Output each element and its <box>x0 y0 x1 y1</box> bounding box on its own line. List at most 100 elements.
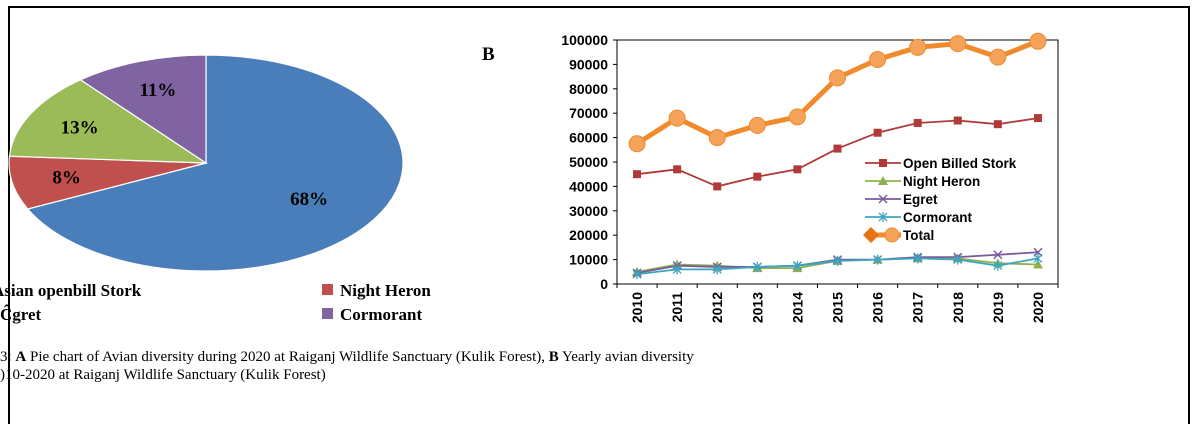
y-tick-label: 10000 <box>569 252 608 268</box>
caption-b-letter: B <box>548 349 559 365</box>
y-tick-label: 50000 <box>569 154 608 170</box>
figure-caption: 3: A Pie chart of Avian diversity during… <box>0 348 1100 384</box>
point-cormorant <box>873 254 883 265</box>
point-cormorant <box>712 264 722 275</box>
point-total <box>869 51 887 69</box>
point-open-billed-stork <box>873 128 882 137</box>
pie-label-cormorant: 11% <box>139 80 176 101</box>
y-tick-label: 90000 <box>569 56 608 72</box>
point-open-billed-stork <box>633 170 642 179</box>
legend-label-total: Total <box>903 228 934 243</box>
point-legend-open-billed-stork <box>879 159 887 167</box>
point-open-billed-stork <box>993 120 1002 129</box>
x-tick-label: 2017 <box>910 292 926 323</box>
x-tick-label: 2014 <box>789 292 805 323</box>
x-tick-label: 2010 <box>629 292 645 323</box>
series-total <box>628 32 1047 153</box>
x-tick-label: 2012 <box>709 292 725 323</box>
point-open-billed-stork <box>913 118 922 127</box>
point-total <box>1029 32 1047 50</box>
caption-a-text: Pie chart of Avian diversity during 2020… <box>26 349 549 365</box>
legend-label-open-billed-stork: Open Billed Stork <box>903 156 1017 171</box>
y-tick-label: 30000 <box>569 203 608 219</box>
pie-legend-item-night-heron: Night Heron <box>322 281 431 301</box>
point-open-billed-stork <box>1033 114 1042 123</box>
legend-label-egret: Egret <box>903 192 938 207</box>
point-open-billed-stork <box>753 172 762 181</box>
x-tick-label: 2020 <box>1030 292 1046 323</box>
pie-legend-swatch-night-heron <box>322 284 333 295</box>
point-total <box>989 48 1007 66</box>
point-egret <box>993 250 1003 260</box>
point-total <box>628 135 646 153</box>
point-total <box>708 129 726 147</box>
pie-legend-label-cormorant: Cormorant <box>340 305 423 324</box>
y-tick-label: 70000 <box>569 105 608 121</box>
point-total <box>668 109 686 127</box>
pie-legend-item-cormorant: Cormorant <box>322 305 422 325</box>
point-cormorant <box>1033 253 1043 264</box>
point-cormorant <box>792 260 802 271</box>
legend-label-cormorant: Cormorant <box>903 210 973 225</box>
point-cormorant <box>752 261 762 272</box>
panel-b-label: B <box>482 44 495 65</box>
pie-legend-swatch-cormorant <box>322 308 333 319</box>
point-total <box>909 38 927 56</box>
caption-line2: )10-2020 at Raiganj Wildlife Sanctuary (… <box>0 367 326 383</box>
point-cormorant <box>993 260 1003 271</box>
point-cormorant <box>672 264 682 275</box>
point-total <box>788 108 806 126</box>
series-cormorant <box>632 253 1043 280</box>
y-tick-label: 20000 <box>569 227 608 243</box>
legend-item-total: Total <box>863 227 934 243</box>
point-legend-egret <box>878 194 888 204</box>
y-tick-label: 40000 <box>569 178 608 194</box>
y-tick-label: 60000 <box>569 130 608 146</box>
point-open-billed-stork <box>833 144 842 153</box>
pie-slice-stork <box>26 54 404 272</box>
figure-frame <box>8 6 1190 424</box>
y-tick-label: 100000 <box>561 32 608 48</box>
x-tick-label: 2011 <box>669 292 685 323</box>
point-total <box>829 69 846 87</box>
x-tick-label: 2016 <box>870 292 886 323</box>
y-tick-label: 0 <box>600 276 608 292</box>
point-total <box>949 35 967 53</box>
legend-item-cormorant: Cormorant <box>865 210 973 225</box>
point-open-billed-stork <box>793 165 802 174</box>
series-open-billed-stork <box>633 114 1042 191</box>
point-open-billed-stork <box>673 165 682 174</box>
pie-legend-item-stork: Asian openbill Stork <box>0 281 141 301</box>
point-cormorant <box>953 254 963 265</box>
pie-label-night-heron: 8% <box>52 168 81 189</box>
y-tick-label: 80000 <box>569 81 608 97</box>
point-cormorant <box>913 253 923 264</box>
point-cormorant <box>833 255 842 266</box>
pie-slice-night-heron <box>8 155 207 210</box>
series-line-total <box>635 38 1039 146</box>
x-tick-label: 2015 <box>830 292 846 323</box>
caption-lead: 3: <box>0 349 16 365</box>
x-tick-label: 2019 <box>990 292 1006 323</box>
pie-slice-egret <box>8 79 209 164</box>
caption-b-text: Yearly avian diversity <box>558 349 694 365</box>
caption-a-letter: A <box>15 349 27 365</box>
pie-legend-item-egret: Ĉgret <box>0 305 41 325</box>
point-cormorant <box>632 269 642 280</box>
pie-legend-label-egret: Ĉgret <box>0 305 42 324</box>
legend-item-night-heron: Night Heron <box>865 174 980 189</box>
legend-marker-total <box>863 227 879 243</box>
pie-legend-label-night-heron: Night Heron <box>340 281 431 300</box>
x-tick-label: 2013 <box>749 292 765 323</box>
point-total <box>748 116 766 134</box>
point-open-billed-stork <box>953 116 962 125</box>
pie-label-stork: 68% <box>290 189 328 210</box>
point-legend-night-heron <box>878 176 888 185</box>
legend-marker-total <box>884 227 900 243</box>
x-tick-label: 2018 <box>950 292 966 323</box>
point-night-heron <box>1032 259 1043 269</box>
pie-legend-label-stork: Asian openbill Stork <box>0 281 142 300</box>
point-open-billed-stork <box>713 182 722 191</box>
pie-chart: 68% 8% 13% 11% <box>8 54 404 272</box>
pie-slice-cormorant <box>79 54 207 165</box>
